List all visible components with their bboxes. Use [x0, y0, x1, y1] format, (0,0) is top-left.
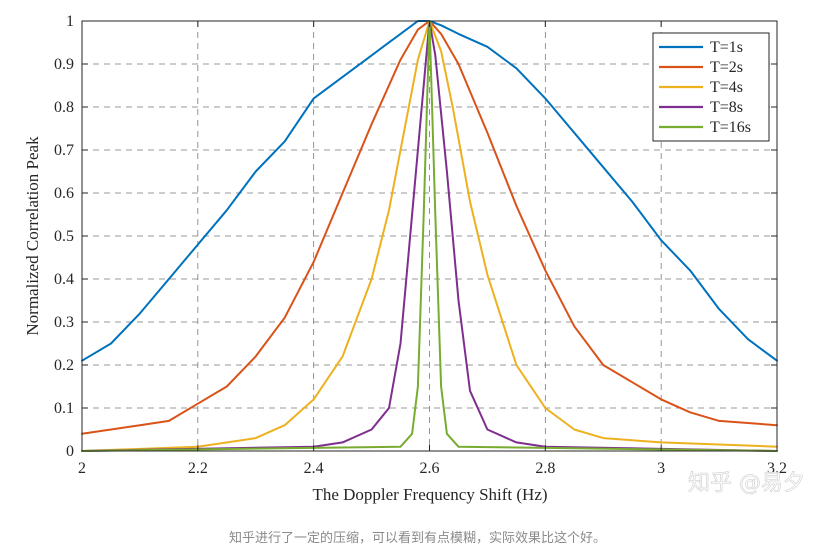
y-tick-label: 0.3	[54, 314, 74, 331]
y-axis-label: Normalized Correlation Peak	[23, 136, 42, 336]
figure-caption: 知乎进行了一定的压缩，可以看到有点模糊，实际效果比这个好。	[228, 531, 606, 546]
y-tick-label: 0.8	[54, 99, 74, 116]
y-tick-label: 0.1	[54, 400, 74, 417]
y-tick-label: 0.7	[54, 142, 74, 159]
x-tick-label: 2	[78, 460, 86, 477]
y-tick-label: 0.6	[54, 185, 74, 202]
axis-ticks: 2 2.2 2.4 2.6 2.8 3 3.2 0 0.1 0.2 0.3 0.4 0.5 0.6 0.7 0…	[54, 13, 787, 477]
legend-label: T=8s	[710, 99, 743, 116]
y-tick-label: 0.5	[54, 228, 74, 245]
x-tick-label: 2.8	[535, 460, 555, 477]
x-tick-label: 2.4	[304, 460, 324, 477]
x-tick-label: 2.2	[188, 460, 208, 477]
x-tick-label: 3	[657, 460, 665, 477]
doppler-correlation-chart: 2 2.2 2.4 2.6 2.8 3 3.2 0 0.1 0.2 0.3 0.4 0.5 0.6 0.7 0…	[23, 13, 805, 504]
watermark-text: 知乎 @易夕	[688, 471, 805, 496]
x-tick-label: 3.2	[767, 460, 787, 477]
x-axis-label: The Doppler Frequency Shift (Hz)	[312, 485, 547, 504]
grid-lines	[82, 21, 777, 451]
legend-label: T=4s	[710, 79, 743, 96]
x-tick-label: 2.6	[420, 460, 440, 477]
y-tick-label: 1	[66, 13, 74, 30]
y-tick-label: 0.9	[54, 56, 74, 73]
legend: T=1s T=2s T=4s T=8s T=16s	[652, 32, 770, 142]
legend-label: T=2s	[710, 59, 743, 76]
y-tick-label: 0.2	[54, 357, 74, 374]
y-tick-label: 0.4	[54, 271, 74, 288]
y-tick-label: 0	[66, 443, 74, 460]
legend-label: T=16s	[710, 119, 751, 136]
legend-label: T=1s	[710, 39, 743, 56]
